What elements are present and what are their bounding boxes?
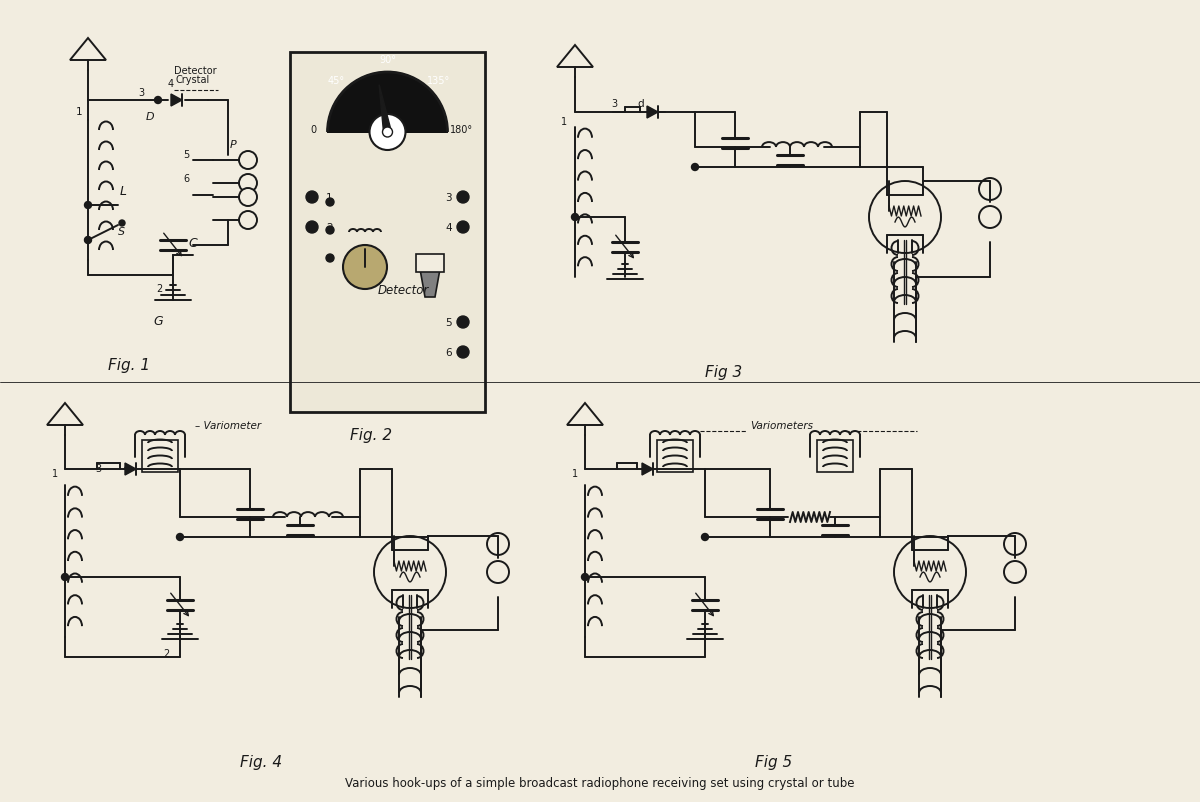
Circle shape [383, 127, 392, 137]
Circle shape [457, 346, 469, 358]
Text: 2: 2 [326, 223, 332, 233]
Circle shape [457, 221, 469, 233]
Text: 6: 6 [182, 174, 190, 184]
Text: P: P [230, 140, 236, 150]
Text: Crystal: Crystal [176, 75, 210, 85]
Circle shape [457, 191, 469, 203]
Circle shape [326, 226, 334, 234]
Circle shape [326, 254, 334, 262]
Circle shape [239, 188, 257, 206]
Bar [817, 440, 853, 472]
Text: 135°: 135° [427, 76, 450, 86]
Circle shape [487, 561, 509, 583]
Text: Fig. 1: Fig. 1 [108, 358, 150, 373]
Text: 1: 1 [326, 193, 332, 203]
Circle shape [239, 174, 257, 192]
Circle shape [306, 221, 318, 233]
Circle shape [1004, 533, 1026, 555]
Circle shape [370, 114, 406, 150]
Polygon shape [647, 106, 658, 118]
Circle shape [979, 206, 1001, 228]
Text: C: C [188, 237, 197, 250]
Text: D: D [146, 112, 155, 122]
Text: Fig. 4: Fig. 4 [240, 755, 282, 770]
Text: G: G [154, 315, 163, 328]
Text: 1: 1 [572, 469, 578, 479]
Text: Detector: Detector [378, 284, 430, 297]
Text: 45°: 45° [328, 76, 346, 86]
Bar [290, 52, 485, 412]
Text: 5: 5 [445, 318, 451, 328]
Polygon shape [420, 269, 440, 297]
Text: 1: 1 [562, 117, 568, 127]
Text: 3: 3 [95, 464, 101, 474]
Text: 5: 5 [182, 150, 190, 160]
Circle shape [239, 211, 257, 229]
Circle shape [84, 201, 91, 209]
Text: 3: 3 [611, 99, 617, 109]
Text: Fig 5: Fig 5 [755, 755, 792, 770]
Text: 4: 4 [168, 79, 174, 89]
Circle shape [979, 178, 1001, 200]
Polygon shape [172, 94, 182, 106]
Text: 90°: 90° [379, 55, 396, 65]
Polygon shape [125, 463, 136, 475]
Text: 180°: 180° [450, 125, 473, 135]
Circle shape [457, 316, 469, 328]
Circle shape [306, 191, 318, 203]
Text: 3: 3 [138, 88, 144, 98]
Text: 0: 0 [311, 125, 317, 135]
Circle shape [582, 573, 588, 581]
Text: 4: 4 [124, 464, 130, 474]
Circle shape [61, 573, 68, 581]
Text: Fig. 2: Fig. 2 [350, 428, 392, 443]
Polygon shape [642, 463, 653, 475]
Text: d: d [637, 99, 643, 109]
Text: Fig 3: Fig 3 [706, 365, 743, 380]
Polygon shape [328, 72, 448, 132]
Circle shape [571, 213, 578, 221]
Text: 2: 2 [156, 284, 162, 294]
Circle shape [239, 151, 257, 169]
Text: – Variometer: – Variometer [194, 421, 262, 431]
Text: Various hook-ups of a simple broadcast radiophone receiving set using crystal or: Various hook-ups of a simple broadcast r… [346, 777, 854, 790]
Circle shape [343, 245, 386, 289]
Polygon shape [379, 85, 391, 132]
Circle shape [119, 220, 125, 226]
Text: Variometers: Variometers [750, 421, 814, 431]
Circle shape [326, 198, 334, 206]
Circle shape [691, 164, 698, 171]
Circle shape [487, 533, 509, 555]
Text: S: S [118, 227, 125, 237]
Text: Detector: Detector [174, 66, 217, 76]
Circle shape [155, 96, 162, 103]
Bar [658, 440, 694, 472]
Circle shape [84, 237, 91, 244]
Text: 1: 1 [76, 107, 83, 117]
Text: 2: 2 [163, 649, 169, 659]
Circle shape [176, 533, 184, 541]
Text: 1: 1 [52, 469, 58, 479]
Circle shape [702, 533, 708, 541]
Text: 4: 4 [445, 223, 451, 233]
Text: 3: 3 [445, 193, 451, 203]
Bar [416, 254, 444, 272]
Circle shape [1004, 561, 1026, 583]
Text: L: L [120, 185, 127, 198]
Bar [142, 440, 178, 472]
Circle shape [85, 237, 91, 243]
Text: 6: 6 [445, 348, 451, 358]
